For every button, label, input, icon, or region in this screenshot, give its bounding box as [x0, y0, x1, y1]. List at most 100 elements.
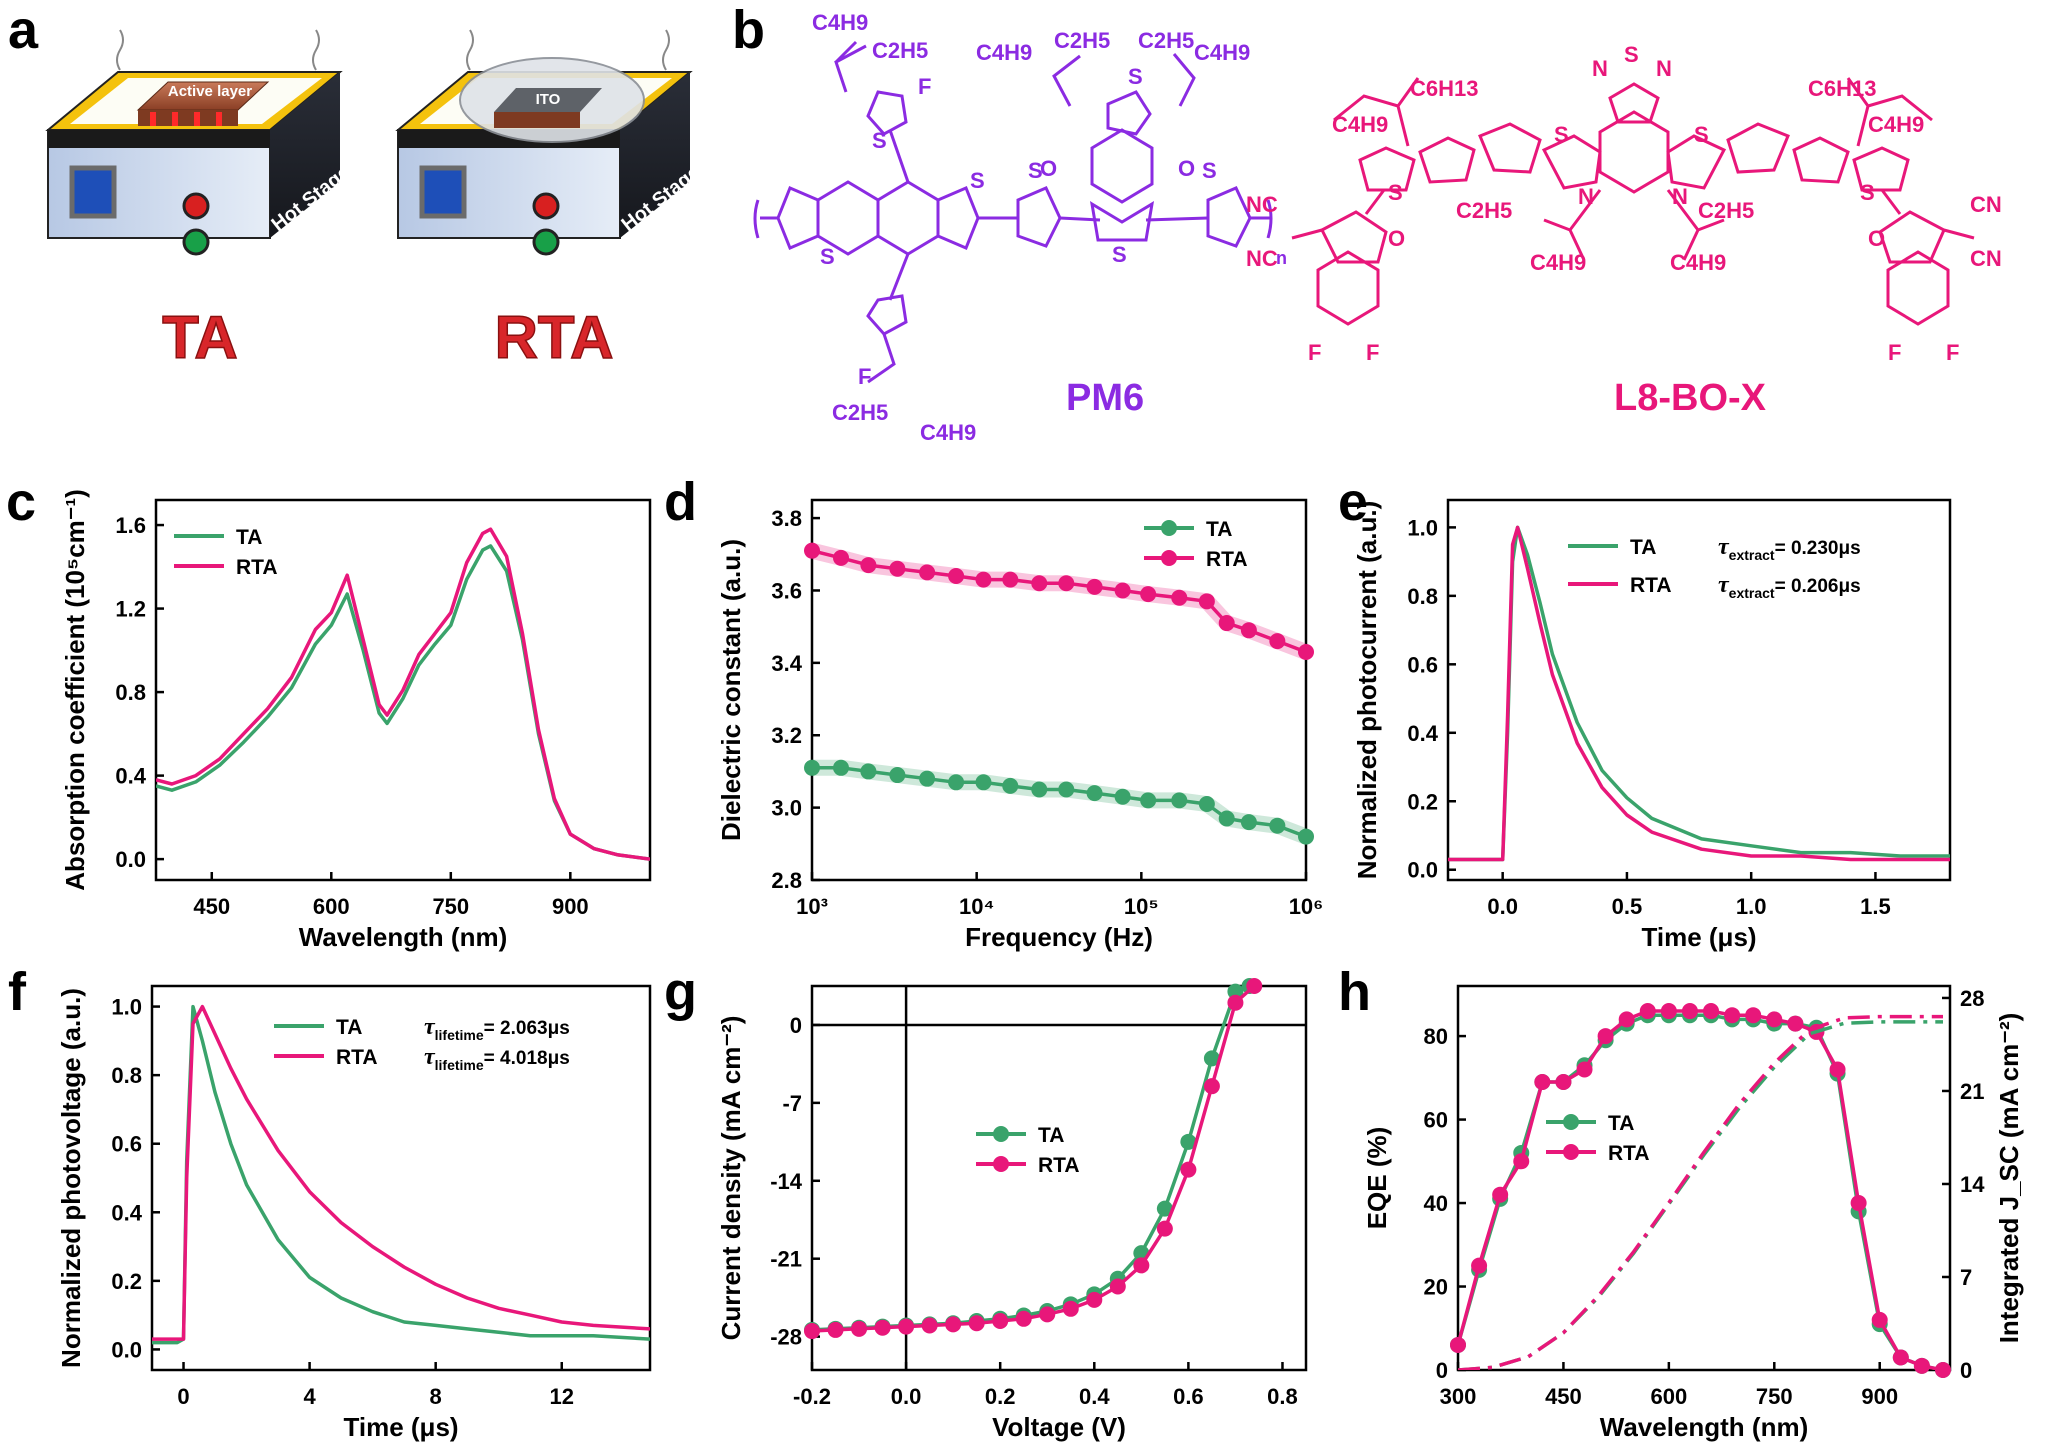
data-point-rta: [1039, 1306, 1056, 1323]
heat-wave-icon: [116, 29, 320, 71]
data-point-rta: [1240, 622, 1257, 639]
x-tick-label: 450: [1545, 1384, 1582, 1409]
y-right-tick-label: 0: [1960, 1358, 1972, 1383]
chart-h: 300 450 600 750 900 0 20 40 60 80 0 7 14 21 28 Waveleng…: [1362, 984, 2024, 1442]
panel-label-f: f: [8, 962, 27, 1022]
svg-text:C4H9: C4H9: [1868, 112, 1924, 137]
data-point-ta: [1171, 792, 1188, 809]
data-point-rta: [1156, 1220, 1173, 1237]
svg-text:F: F: [1888, 340, 1901, 365]
data-point-rta: [1298, 644, 1314, 660]
data-point-rta: [1576, 1061, 1593, 1078]
data-point-ta: [1218, 810, 1235, 827]
data-point-rta: [1140, 586, 1157, 603]
series-line-rta: [1458, 1009, 1944, 1370]
data-point-rta: [1269, 633, 1286, 650]
x-tick-label: 750: [432, 894, 469, 919]
svg-text:C4H9: C4H9: [1530, 250, 1586, 275]
data-point-rta: [1031, 575, 1048, 592]
tau-value: = 2.063μs: [484, 1018, 570, 1039]
svg-text:F: F: [1366, 340, 1379, 365]
data-point-rta: [1450, 1336, 1466, 1353]
svg-text:S: S: [1624, 42, 1639, 67]
y-tick-label: 1.2: [115, 597, 146, 622]
x-tick-label: 1.0: [1736, 894, 1767, 919]
data-point-ta: [1114, 788, 1131, 805]
data-point-rta: [921, 1317, 938, 1334]
tau-value: = 0.230μs: [1775, 538, 1861, 559]
tau-annotation: τlifetime= 4.018μs: [424, 1044, 570, 1073]
stage-screen-icon: [419, 165, 467, 219]
data-point-rta: [1109, 1278, 1126, 1295]
y-tick-label: 2.8: [771, 868, 802, 893]
tau-subscript: lifetime: [435, 1027, 484, 1043]
data-point-rta: [1745, 1007, 1762, 1024]
svg-text:S: S: [1554, 122, 1569, 147]
legend-label-ta: TA: [236, 526, 262, 549]
data-point-ta: [1180, 1133, 1197, 1150]
svg-text:N: N: [1592, 56, 1608, 81]
tau-subscript: extract: [1729, 547, 1775, 563]
svg-text:C4H9: C4H9: [1670, 250, 1726, 275]
y-tick-label: 20: [1424, 1275, 1448, 1300]
y-axis-label: Dielectric constant (a.u.): [716, 539, 746, 841]
svg-text:F: F: [1308, 340, 1321, 365]
svg-text:CN: CN: [1970, 246, 2002, 271]
y-tick-label: 80: [1424, 1024, 1448, 1049]
panel-c: c 450 600 750 900 0.0 0.4 0.8 1.2 1.6 Wavelength …: [6, 472, 652, 952]
series-line-ta: [156, 544, 650, 861]
y-tick-label: 0.6: [111, 1132, 142, 1157]
y-right-tick-label: 21: [1960, 1079, 1984, 1104]
svg-text:S: S: [872, 128, 887, 153]
svg-text:S: S: [1028, 158, 1043, 183]
y-tick-label: 0.2: [111, 1269, 142, 1294]
data-point-ta: [975, 774, 992, 791]
data-point-rta: [1002, 571, 1019, 588]
x-tick-label: 10⁴: [959, 894, 994, 919]
y-axis-label: Normalized photovoltage (a.u.): [56, 988, 86, 1368]
data-point-ta: [919, 770, 936, 787]
tau-symbol: τ: [1718, 572, 1730, 598]
panel-d: d 10³ 10⁴ 10⁵ 10⁶ 2.8 3.0 3.2 3.4 3.6 3.8 Frequenc…: [664, 472, 1323, 952]
data-point-rta: [1703, 1003, 1720, 1020]
y-tick-label: -7: [782, 1091, 802, 1116]
plot-frame: [810, 498, 1308, 882]
tau-symbol: τ: [424, 1044, 436, 1070]
y-tick-label: -14: [770, 1169, 803, 1194]
legend-label-rta: RTA: [1630, 574, 1672, 597]
legend-label-rta: RTA: [1206, 548, 1248, 571]
data-point-ta: [1203, 1050, 1220, 1067]
data-point-rta: [804, 1323, 820, 1340]
data-point-rta: [1492, 1186, 1509, 1203]
data-point-rta: [1913, 1357, 1930, 1374]
data-point-rta: [1766, 1011, 1783, 1028]
x-tick-label: 0: [177, 1384, 189, 1409]
l8-bo-x-name: L8-BO-X: [1614, 377, 1767, 419]
svg-text:NC: NC: [1246, 246, 1278, 271]
x-tick-label: 12: [550, 1384, 574, 1409]
data-point-ta: [1227, 983, 1244, 1000]
data-point-rta: [1681, 1003, 1698, 1020]
legend-label-ta: TA: [1630, 536, 1656, 559]
hot-stage-ta: Active layer Hot Stage: [45, 29, 355, 256]
y-tick-label: 0: [1436, 1358, 1448, 1383]
series-line-ta-integrated: [1458, 1020, 1943, 1370]
legend-label-rta: RTA: [336, 1046, 378, 1069]
stage-screen-icon: [69, 165, 117, 219]
legend-marker-ta: [1161, 520, 1177, 536]
y-tick-label: 1.0: [1407, 515, 1438, 540]
legend-marker-rta: [1563, 1144, 1579, 1160]
data-point-rta: [832, 549, 849, 566]
svg-text:F: F: [1946, 340, 1959, 365]
svg-text:S: S: [1694, 122, 1709, 147]
data-point-ta: [1058, 781, 1075, 798]
x-axis-label: Time (μs): [343, 1412, 458, 1442]
x-tick-label: 0.0: [891, 1384, 922, 1409]
data-point-ta: [832, 759, 849, 776]
data-point-rta: [898, 1318, 915, 1335]
data-point-rta: [1198, 593, 1215, 610]
legend-label-rta: RTA: [1038, 1154, 1080, 1177]
plot-frame: [810, 984, 1308, 1372]
svg-text:O: O: [1388, 226, 1405, 251]
panel-h: h 300 450 600 750 900 0 20 40 60 80 0 7 14 21 28 Wavele…: [1338, 962, 2024, 1442]
